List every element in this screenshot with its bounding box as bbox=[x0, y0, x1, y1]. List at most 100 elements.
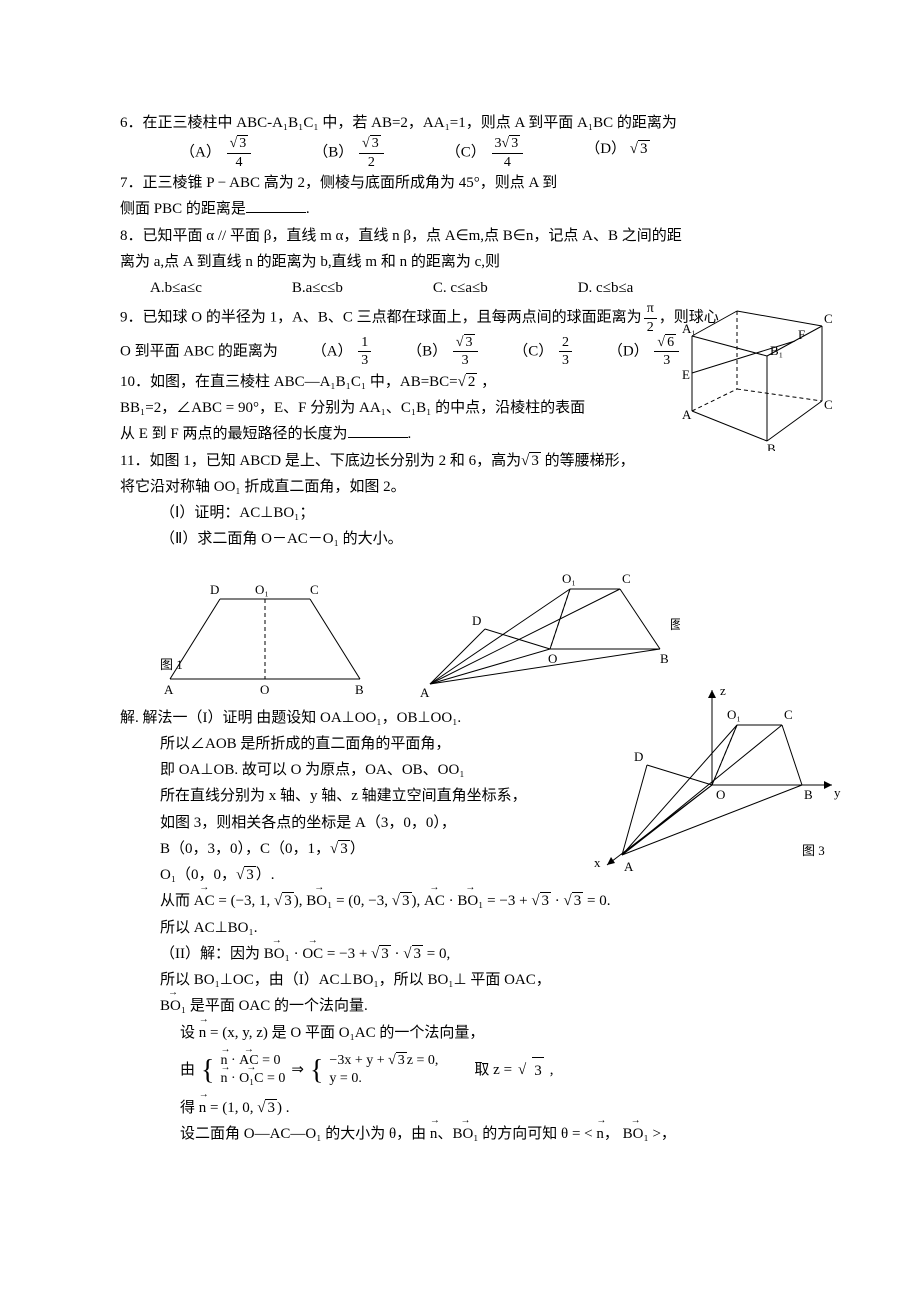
svg-text:B: B bbox=[355, 682, 364, 697]
vec-bo1: BO₁ bbox=[623, 1121, 649, 1147]
trapezoid-figure: DO₁CAOB图 1 bbox=[150, 579, 370, 699]
txt: = (0, −3, bbox=[332, 893, 391, 909]
prism-figure: A₁B₁C₁FEABC bbox=[682, 301, 832, 451]
txt: z = 0, bbox=[407, 1053, 439, 1068]
txt: 是平面 OAC 的一个法向量. bbox=[186, 998, 368, 1014]
txt: = 0. bbox=[583, 893, 610, 909]
svg-text:C: C bbox=[824, 397, 832, 412]
txt: 10．如图，在直三棱柱 ABC—A₁B₁C₁ 中，AB=BC= bbox=[120, 374, 458, 390]
txt: . bbox=[306, 201, 310, 217]
svg-text:B₁: B₁ bbox=[770, 343, 783, 358]
q11-figures: DO₁CAOB图 1 O₁CDOBA图 2 bbox=[150, 559, 812, 699]
arrow: ⇒ bbox=[291, 1057, 304, 1083]
vec-ac: AC bbox=[424, 888, 445, 914]
q6-opt-a: （A） 34 bbox=[180, 136, 253, 170]
vec-n: n bbox=[430, 1121, 438, 1147]
sol-l14: 由 { n · AC = 0 n · O₁C = 0 ⇒ { −3x + y +… bbox=[120, 1046, 812, 1095]
txt: 设 bbox=[180, 1025, 199, 1041]
sol-l6: B（0，3，0），C（0，1，3） bbox=[120, 836, 812, 862]
q6-options: （A） 34 （B） 32 （C） 334 （D） 3 bbox=[120, 136, 812, 170]
txt: （II）解：因为 bbox=[160, 946, 264, 962]
txt: 从 E 到 F 两点的最短路径的长度为 bbox=[120, 426, 348, 442]
q8-d: D. c≤b≤a bbox=[578, 275, 634, 301]
txt: = 0 bbox=[263, 1071, 285, 1086]
svg-text:D: D bbox=[472, 613, 481, 628]
q9-b: （B） bbox=[407, 343, 447, 359]
txt: ) . bbox=[277, 1100, 290, 1116]
txt: ， bbox=[477, 374, 496, 390]
txt: 9．已知球 O 的半径为 1，A、B、C 三点都在球面上，且每两点间的球面距离为 bbox=[120, 310, 642, 326]
txt: · bbox=[551, 893, 564, 909]
label: （A） bbox=[180, 145, 221, 161]
txt: 侧面 PBC 的距离是 bbox=[120, 201, 246, 217]
vec-bo1: BO₁ bbox=[306, 888, 332, 914]
vec-ac: AC bbox=[194, 888, 215, 914]
q8-a: A.b≤a≤c bbox=[150, 275, 202, 301]
svg-text:图 2: 图 2 bbox=[670, 617, 680, 632]
txt: 由 bbox=[180, 1057, 195, 1083]
svg-text:C: C bbox=[310, 582, 319, 597]
sol-l10: （II）解：因为 BO₁ · OC = −3 + 3 · 3 = 0, bbox=[120, 941, 812, 967]
sol-l13: 设 n = (x, y, z) 是 O 平面 O₁AC 的一个法向量， bbox=[120, 1020, 812, 1046]
label: （D） bbox=[585, 141, 626, 157]
q9-block: 9．已知球 O 的半径为 1，A、B、C 三点都在球面上，且每两点间的球面距离为… bbox=[120, 301, 812, 447]
svg-text:z: z bbox=[720, 685, 726, 698]
txt: B（0，3，0），C（0，1， bbox=[160, 841, 330, 857]
svg-text:y: y bbox=[834, 785, 841, 800]
vec-oc: OC bbox=[302, 941, 323, 967]
txt: 得 bbox=[180, 1100, 199, 1116]
txt: = 0, bbox=[423, 946, 450, 962]
label: （B） bbox=[313, 145, 353, 161]
txt: = (x, y, z) 是 O 平面 O₁AC 的一个法向量， bbox=[206, 1025, 484, 1041]
vec-bo1: BO₁ bbox=[452, 1121, 478, 1147]
q8-options: A.b≤a≤c B.a≤c≤b C. c≤a≤b D. c≤b≤a bbox=[120, 275, 812, 301]
q11-part2: （Ⅱ）求二面角 O－AC－O₁ 的大小。 bbox=[120, 526, 812, 552]
txt: 、 bbox=[437, 1126, 452, 1142]
svg-text:A: A bbox=[164, 682, 174, 697]
txt: = −3 + bbox=[323, 946, 371, 962]
txt: = (1, 0, bbox=[206, 1100, 257, 1116]
txt: 的方向可知 θ = < bbox=[479, 1126, 597, 1142]
txt: ）. bbox=[256, 867, 275, 883]
q8-line2: 离为 a,点 A 到直线 n 的距离为 b,直线 m 和 n 的距离为 c,则 bbox=[120, 249, 812, 275]
txt: · bbox=[391, 946, 404, 962]
txt: , bbox=[550, 1057, 554, 1083]
txt: 取 z = bbox=[444, 1057, 512, 1083]
svg-text:O₁: O₁ bbox=[562, 571, 576, 586]
svg-text:O: O bbox=[548, 651, 557, 666]
q9-c: （C） bbox=[513, 343, 553, 359]
txt: 从而 bbox=[160, 893, 190, 909]
sol-l3: 即 OA⊥OB. 故可以 O 为原点，OA、OB、OO₁ bbox=[120, 757, 812, 783]
vec-o1c: O₁C bbox=[239, 1070, 263, 1088]
sol-head: 解. 解法一（I）证明 由题设知 OA⊥OO₁，OB⊥OO₁. bbox=[120, 705, 812, 731]
svg-text:D: D bbox=[210, 582, 219, 597]
svg-text:O₁: O₁ bbox=[255, 582, 269, 597]
q8-b: B.a≤c≤b bbox=[292, 275, 343, 301]
q7-line1: 7．正三棱锥 P − ABC 高为 2，侧棱与底面所成角为 45°，则点 A 到 bbox=[120, 170, 812, 196]
folded-figure: O₁CDOBA图 2 bbox=[400, 559, 680, 699]
svg-text:A₁: A₁ bbox=[682, 321, 696, 336]
q9-a: （A） bbox=[312, 343, 353, 359]
txt: ） bbox=[350, 841, 365, 857]
vec-bo1: BO₁ bbox=[160, 993, 186, 1019]
q11-line1: 11．如图 1，已知 ABCD 是上、下底边长分别为 2 和 6，高为3 的等腰… bbox=[120, 448, 812, 474]
svg-text:O: O bbox=[260, 682, 269, 697]
svg-text:C₁: C₁ bbox=[824, 311, 832, 326]
svg-text:A: A bbox=[420, 685, 430, 699]
txt: O 到平面 ABC 的距离为 bbox=[120, 343, 278, 359]
vec-n: n bbox=[220, 1070, 227, 1088]
txt: · bbox=[290, 946, 303, 962]
sol-l4: 所在直线分别为 x 轴、y 轴、z 轴建立空间直角坐标系， bbox=[120, 783, 812, 809]
txt: = −3 + bbox=[487, 893, 531, 909]
vec-bo1: BO₁ bbox=[264, 941, 290, 967]
txt: . bbox=[408, 426, 412, 442]
q6-opt-d: （D） 3 bbox=[585, 136, 649, 170]
txt: y = 0. bbox=[329, 1071, 361, 1086]
txt: · bbox=[227, 1071, 239, 1086]
solution-block: zyxO₁CDOBA图 3 解. 解法一（I）证明 由题设知 OA⊥OO₁，OB… bbox=[120, 705, 812, 1148]
svg-text:E: E bbox=[682, 367, 690, 382]
vec-n: n bbox=[199, 1095, 207, 1121]
sol-l11: 所以 BO₁⊥OC，由（I）AC⊥BO₁，所以 BO₁⊥ 平面 OAC， bbox=[120, 967, 812, 993]
q6-stem: 6．在正三棱柱中 ABC-A₁B₁C₁ 中，若 AB=2，AA₁=1，则点 A … bbox=[120, 110, 812, 136]
txt: · bbox=[445, 893, 458, 909]
